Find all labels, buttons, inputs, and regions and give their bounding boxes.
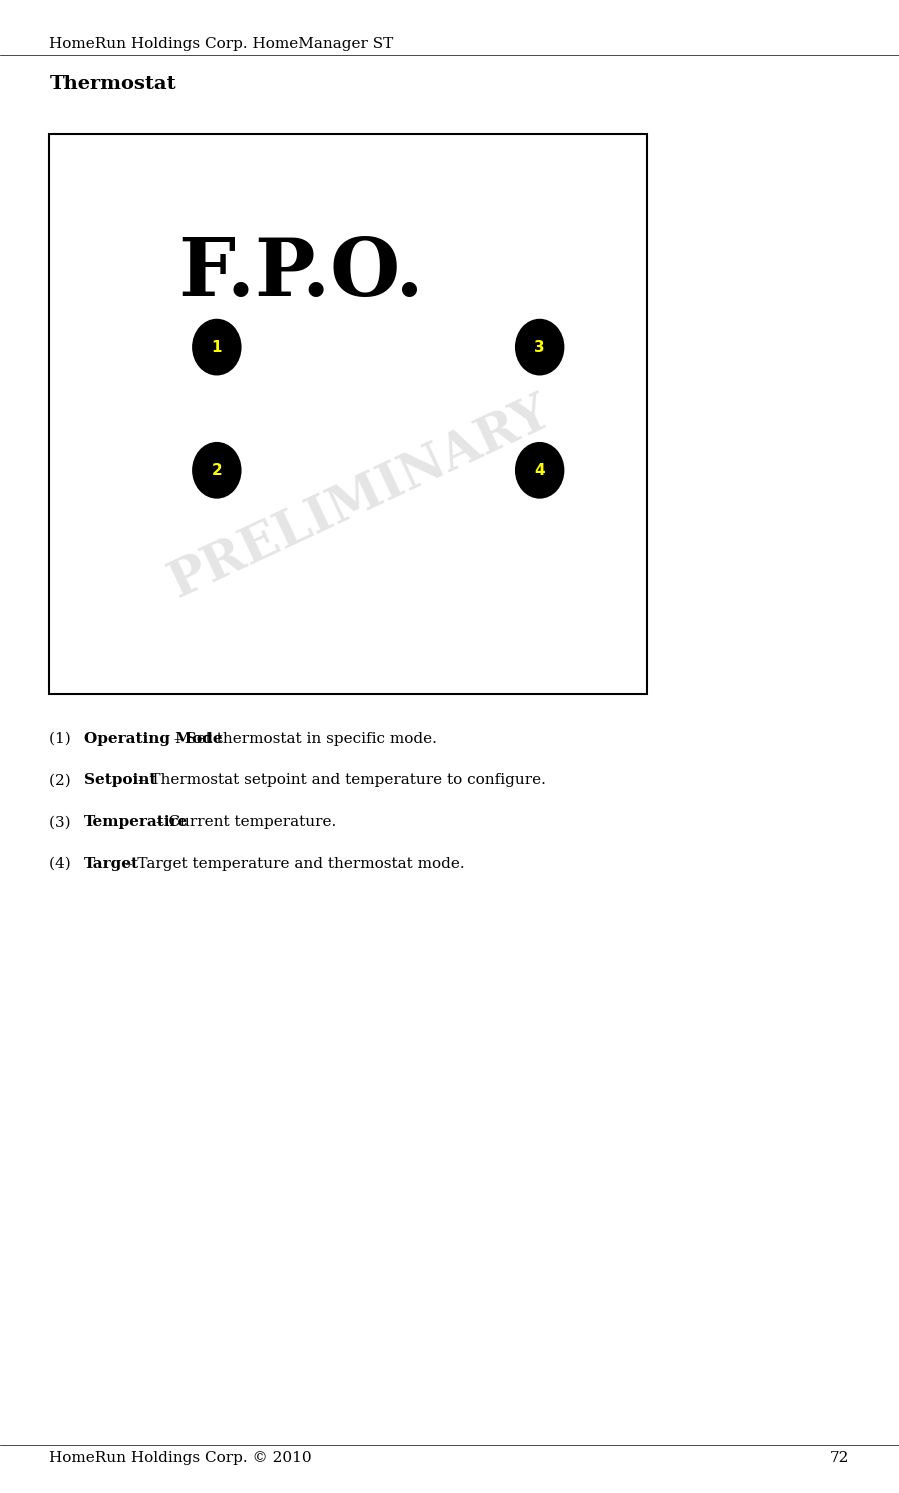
Text: – Target temperature and thermostat mode.: – Target temperature and thermostat mode… <box>120 857 465 870</box>
Text: Setpoint: Setpoint <box>84 773 156 787</box>
Bar <box>49 134 647 694</box>
Text: 1: 1 <box>211 339 222 355</box>
Text: 4: 4 <box>534 463 545 478</box>
Ellipse shape <box>515 442 565 499</box>
Text: PRELIMINARY: PRELIMINARY <box>162 388 559 608</box>
Text: (3): (3) <box>49 815 76 829</box>
Text: HomeRun Holdings Corp. © 2010: HomeRun Holdings Corp. © 2010 <box>49 1451 312 1465</box>
Text: Target: Target <box>84 857 138 870</box>
Text: (4): (4) <box>49 857 76 870</box>
Text: (2): (2) <box>49 773 76 787</box>
Text: – Thermostat setpoint and temperature to configure.: – Thermostat setpoint and temperature to… <box>132 773 546 787</box>
Text: 72: 72 <box>830 1451 850 1465</box>
Text: Temperatire: Temperatire <box>84 815 188 829</box>
Text: – Set thermostat in specific mode.: – Set thermostat in specific mode. <box>169 732 437 745</box>
Ellipse shape <box>515 320 565 375</box>
Text: Operating Mode: Operating Mode <box>84 732 222 745</box>
Ellipse shape <box>192 320 242 375</box>
Text: Thermostat: Thermostat <box>49 75 176 93</box>
Text: 2: 2 <box>211 463 222 478</box>
Text: HomeRun Holdings Corp. HomeManager ST: HomeRun Holdings Corp. HomeManager ST <box>49 37 394 51</box>
Text: F.P.O.: F.P.O. <box>178 236 423 314</box>
Text: – Current temperature.: – Current temperature. <box>151 815 336 829</box>
Text: (1): (1) <box>49 732 76 745</box>
Ellipse shape <box>192 442 242 499</box>
Text: 3: 3 <box>534 339 545 355</box>
